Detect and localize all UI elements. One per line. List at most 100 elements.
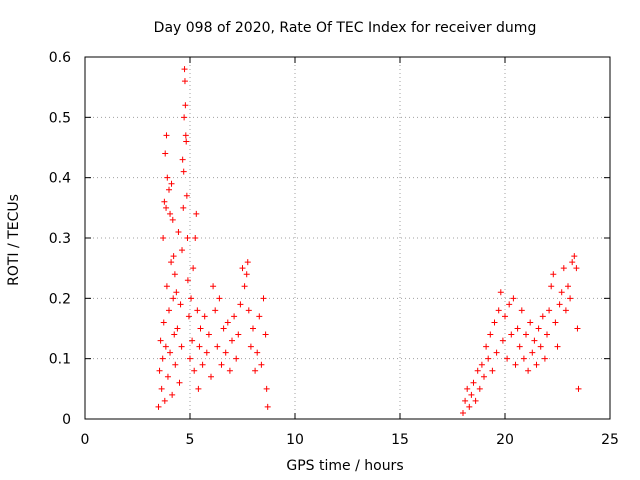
data-point	[220, 325, 227, 332]
data-point	[560, 265, 567, 272]
data-point	[216, 295, 223, 302]
data-point	[256, 313, 263, 320]
data-point	[164, 174, 171, 181]
data-point	[520, 355, 527, 362]
data-point	[192, 235, 199, 241]
data-point	[243, 271, 250, 278]
data-point	[194, 307, 201, 314]
data-point	[171, 271, 178, 278]
data-point	[163, 132, 170, 139]
data-point	[472, 397, 479, 404]
data-point	[179, 247, 186, 254]
data-point	[497, 289, 504, 296]
data-point	[214, 343, 221, 350]
data-point	[163, 204, 170, 211]
data-point	[205, 331, 212, 338]
data-point	[161, 397, 168, 404]
data-point	[177, 301, 184, 308]
data-point	[160, 235, 167, 241]
data-point	[196, 343, 203, 350]
data-point	[514, 325, 521, 332]
data-point	[155, 403, 162, 410]
data-point	[161, 198, 168, 205]
data-point	[466, 403, 473, 410]
data-point	[180, 204, 187, 211]
data-point	[535, 325, 542, 332]
data-point	[176, 379, 183, 386]
data-point	[260, 295, 267, 302]
data-point	[562, 307, 569, 314]
data-point	[495, 307, 502, 314]
data-point	[548, 283, 555, 290]
data-point	[460, 409, 466, 416]
data-point	[159, 355, 166, 362]
data-point	[197, 325, 204, 332]
data-point	[264, 403, 271, 410]
data-point	[241, 283, 248, 290]
data-point	[565, 283, 571, 290]
data-point	[571, 253, 578, 260]
data-point	[158, 385, 165, 392]
data-point	[172, 361, 179, 368]
data-point	[229, 337, 235, 344]
data-point	[541, 355, 548, 362]
data-point	[499, 337, 506, 344]
data-point	[502, 313, 508, 320]
chart-title: Day 098 of 2020, Rate Of TEC Index for r…	[154, 20, 537, 36]
data-point	[168, 259, 175, 266]
data-point	[235, 331, 242, 338]
data-point	[510, 295, 517, 302]
x-tick-label: 5	[186, 432, 195, 448]
data-point	[169, 391, 176, 398]
data-point	[554, 343, 561, 350]
data-point	[166, 307, 172, 314]
data-point	[518, 307, 525, 314]
data-point	[546, 307, 553, 314]
x-tick-label: 25	[601, 432, 619, 448]
data-point	[247, 343, 254, 350]
data-point	[537, 343, 544, 350]
x-tick-labels: 0 5 10 15 20 25	[81, 432, 619, 448]
data-point	[171, 331, 178, 338]
data-point	[173, 289, 180, 296]
data-point	[167, 210, 174, 217]
data-point	[244, 259, 251, 266]
data-point	[184, 235, 191, 241]
y-tick-labels: 0 0.1 0.2 0.3 0.4 0.5 0.6	[49, 50, 71, 428]
data-point	[178, 343, 185, 350]
data-point	[493, 349, 500, 356]
data-point	[558, 289, 565, 296]
data-point	[187, 355, 193, 362]
data-point	[226, 367, 233, 374]
data-point	[254, 349, 261, 356]
data-point	[162, 343, 169, 350]
data-point	[169, 216, 176, 223]
data-point	[252, 367, 259, 374]
data-point	[201, 313, 208, 320]
data-point	[191, 367, 198, 374]
data-point	[574, 325, 581, 332]
data-point	[179, 156, 186, 163]
x-tick-label: 20	[496, 432, 514, 448]
data-point	[166, 186, 172, 193]
data-point	[181, 114, 188, 121]
data-point	[512, 361, 519, 368]
data-point	[184, 277, 191, 284]
data-point	[239, 265, 246, 272]
y-tick-label: 0	[62, 412, 71, 428]
x-tick-label: 15	[391, 432, 409, 448]
data-point	[468, 391, 475, 398]
data-point	[567, 295, 574, 302]
data-point	[181, 78, 188, 85]
data-point	[529, 349, 536, 356]
y-tick-label: 0.3	[49, 231, 71, 247]
data-point	[483, 343, 490, 350]
data-point	[525, 367, 532, 374]
data-point	[250, 325, 256, 332]
data-point	[533, 361, 540, 368]
data-point	[208, 373, 214, 380]
data-point	[245, 307, 252, 314]
data-point	[504, 355, 511, 362]
data-point	[262, 331, 269, 338]
